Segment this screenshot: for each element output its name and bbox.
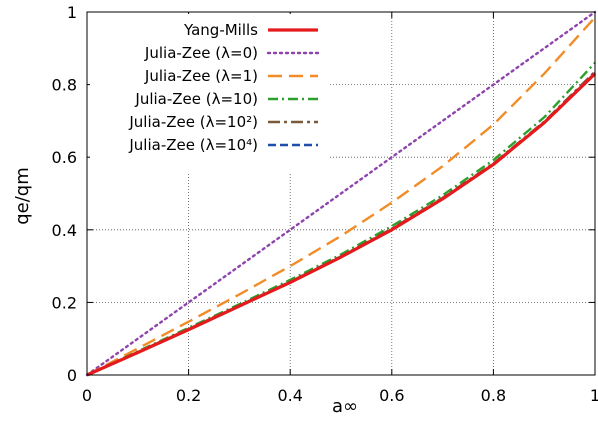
y-tick-label: 1: [67, 3, 77, 22]
series-line: [85, 10, 597, 377]
x-tick-label: 0.8: [481, 386, 506, 405]
y-tick-label: 0.2: [52, 293, 77, 312]
x-tick-label: 0: [82, 386, 92, 405]
y-tick-label: 0.6: [52, 148, 77, 167]
y-tick-label: 0: [67, 366, 77, 385]
legend-label: Yang-Mills: [183, 21, 258, 39]
legend-label: Julia-Zee (λ=10⁴): [128, 136, 258, 154]
legend-label: Julia-Zee (λ=10²): [128, 113, 258, 131]
series-layer: [85, 10, 597, 377]
legend-background: [90, 14, 330, 174]
y-tick-label: 0.8: [52, 76, 77, 95]
x-axis-label-text: a∞: [332, 396, 358, 417]
y-tick-label: 0.4: [52, 221, 77, 240]
x-tick-label: 0.2: [176, 386, 201, 405]
legend: Yang-Mills Julia-Zee (λ=0) Julia-Zee (λ=1)…: [90, 14, 330, 174]
x-axis-label: a∞: [332, 396, 358, 417]
y-axis-label: qe/qm: [12, 167, 33, 225]
series-line: [86, 62, 596, 377]
series-line: [86, 72, 597, 377]
y-axis-label-text: qe/qm: [12, 167, 33, 225]
x-tick-label: 0.6: [379, 386, 404, 405]
legend-label: Julia-Zee (λ=1): [144, 67, 258, 85]
tick-labels: 0 0.2 0.4 0.6 0.8 1 0 0.2 0.4 0.6 0.8 1: [52, 3, 598, 405]
legend-label: Julia-Zee (λ=10): [134, 90, 258, 108]
x-tick-label: 0.4: [277, 386, 302, 405]
x-tick-label: 1: [590, 386, 598, 405]
ticks: [86, 11, 596, 376]
series-line: [86, 16, 596, 377]
plot-frame: [86, 11, 596, 376]
legend-label: Julia-Zee (λ=0): [144, 44, 258, 62]
